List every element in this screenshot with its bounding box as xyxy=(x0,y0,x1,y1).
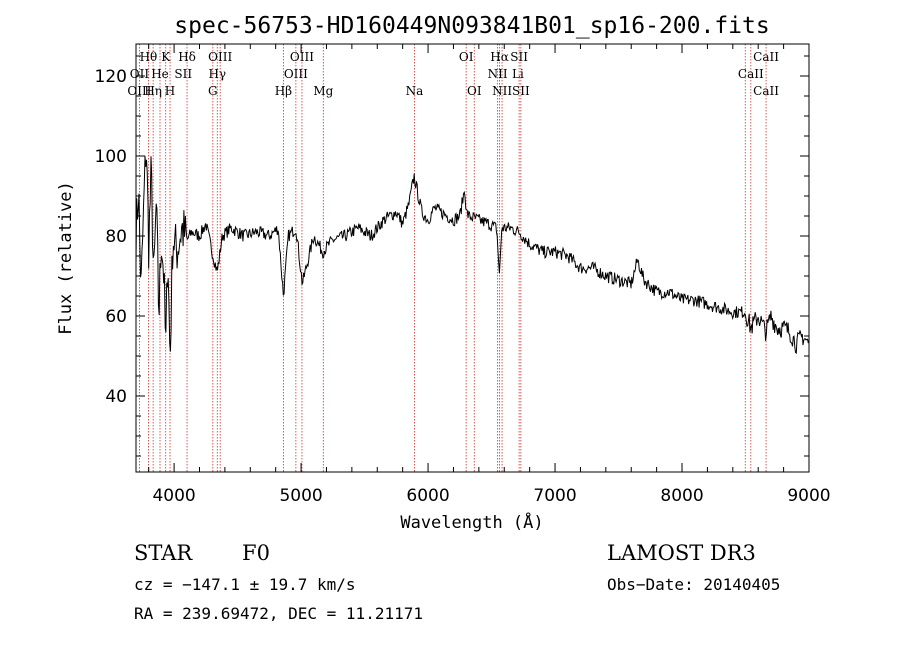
marker-lines-group xyxy=(139,44,767,472)
line-label: NII xyxy=(488,67,508,81)
line-label: Mg xyxy=(313,84,333,98)
line-label: He xyxy=(151,67,169,81)
plot-frame xyxy=(135,43,810,473)
object-class: STAR xyxy=(134,541,193,565)
line-label: Li xyxy=(512,67,524,81)
line-label: Hγ xyxy=(208,67,226,81)
line-label: CaII xyxy=(753,84,779,98)
line-label: Hη xyxy=(144,84,162,98)
line-label: Hθ xyxy=(140,50,158,64)
object-subclass: F0 xyxy=(242,541,270,565)
line-label: OIII xyxy=(127,84,151,98)
line-label: OIII xyxy=(208,50,232,64)
x-tick-label: 7000 xyxy=(533,486,576,506)
y-tick-label: 40 xyxy=(105,387,127,407)
redshift-cz: cz = −147.1 ± 19.7 km/s xyxy=(134,575,356,594)
line-label: Hδ xyxy=(178,50,196,64)
y-tick-label: 120 xyxy=(95,67,127,87)
line-label: G xyxy=(208,84,218,98)
y-tick-label: 80 xyxy=(105,227,127,247)
obs-date: Obs−Date: 20140405 xyxy=(607,575,780,594)
line-label: SII xyxy=(174,67,192,81)
line-label: CaII xyxy=(753,50,779,64)
chart-title: spec-56753-HD160449N093841B01_sp16-200.f… xyxy=(174,13,769,39)
line-label: Hβ xyxy=(275,84,292,98)
y-tick-label: 100 xyxy=(95,147,127,167)
x-tick-label: 5000 xyxy=(279,486,322,506)
line-label: Hα xyxy=(490,50,509,64)
spectrum-line xyxy=(135,155,810,355)
line-label: NII xyxy=(492,84,512,98)
line-label: H xyxy=(165,84,175,98)
line-label: K xyxy=(161,50,171,64)
y-axis: 40 60 80 100 120 xyxy=(95,55,809,457)
y-axis-label: Flux (relative) xyxy=(56,181,76,335)
line-label: OII xyxy=(130,67,150,81)
survey-name: LAMOST DR3 xyxy=(607,541,756,565)
line-label: OIII xyxy=(284,67,308,81)
x-tick-label: 9000 xyxy=(787,486,830,506)
x-tick-label: 6000 xyxy=(406,486,449,506)
x-tick-label: 4000 xyxy=(152,486,195,506)
line-label: Na xyxy=(406,84,424,98)
line-label: SII xyxy=(512,84,530,98)
x-tick-label: 8000 xyxy=(660,486,703,506)
line-label: SII xyxy=(510,50,528,64)
line-label: OI xyxy=(467,84,482,98)
x-axis-label: Wavelength (Å) xyxy=(400,511,543,533)
line-label: OI xyxy=(459,50,474,64)
line-label: CaII xyxy=(738,67,764,81)
line-label: OIII xyxy=(290,50,314,64)
ra-dec: RA = 239.69472, DEC = 11.21171 xyxy=(134,604,423,623)
y-tick-label: 60 xyxy=(105,307,127,327)
x-axis: 4000 5000 6000 7000 8000 9000 xyxy=(148,44,831,506)
